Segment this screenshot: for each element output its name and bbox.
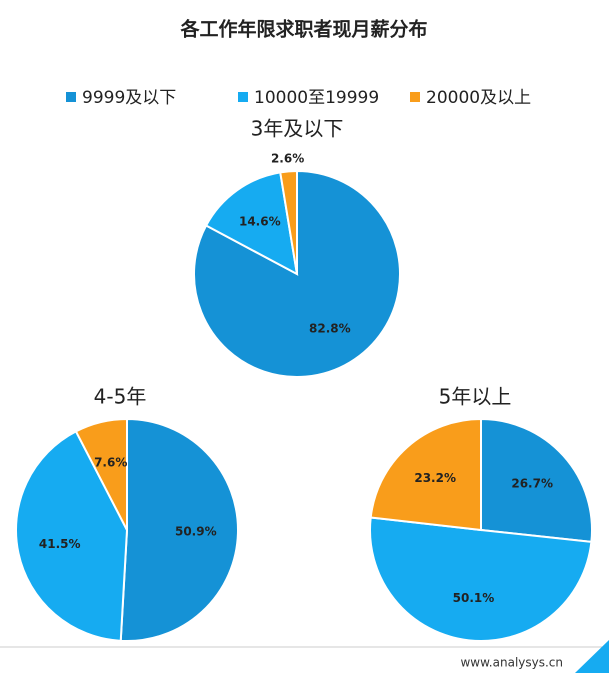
data-label: 2.6% — [271, 152, 304, 166]
pie-slice — [74, 417, 128, 531]
pie-title: 5年以上 — [439, 385, 512, 409]
legend-label: 9999及以下 — [82, 88, 176, 108]
pie-slice — [193, 169, 401, 378]
data-label: 50.1% — [453, 591, 495, 605]
source: www.analysys.cn — [460, 656, 563, 670]
pie-slice — [279, 169, 298, 275]
pie-slice — [480, 417, 593, 543]
pie-title: 4-5年 — [94, 385, 147, 409]
pie-slice — [369, 516, 593, 642]
legend-swatch — [238, 92, 248, 102]
legend-swatch — [66, 92, 76, 102]
data-label: 41.5% — [39, 537, 81, 551]
chart-title: 各工作年限求职者现月薪分布 — [179, 18, 427, 41]
pie-title: 3年及以下 — [251, 117, 344, 141]
data-label: 26.7% — [511, 477, 553, 491]
legend-label: 20000及以上 — [426, 88, 531, 108]
legend-label: 10000至19999 — [254, 88, 379, 108]
legend-swatch — [410, 92, 420, 102]
pie-slice — [119, 417, 239, 642]
pie-slice — [369, 417, 482, 532]
data-label: 14.6% — [239, 215, 281, 229]
data-label: 23.2% — [414, 471, 456, 485]
data-label: 7.6% — [94, 456, 127, 470]
data-label: 82.8% — [309, 321, 351, 335]
corner-deco — [575, 640, 609, 673]
data-label: 50.9% — [175, 524, 217, 538]
pie-slice — [204, 171, 299, 276]
pie-slice — [15, 430, 129, 642]
